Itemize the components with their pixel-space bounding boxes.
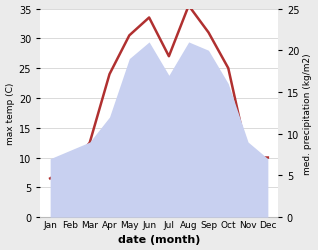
Y-axis label: max temp (C): max temp (C) bbox=[5, 82, 15, 144]
X-axis label: date (month): date (month) bbox=[118, 234, 200, 244]
Y-axis label: med. precipitation (kg/m2): med. precipitation (kg/m2) bbox=[303, 53, 313, 174]
